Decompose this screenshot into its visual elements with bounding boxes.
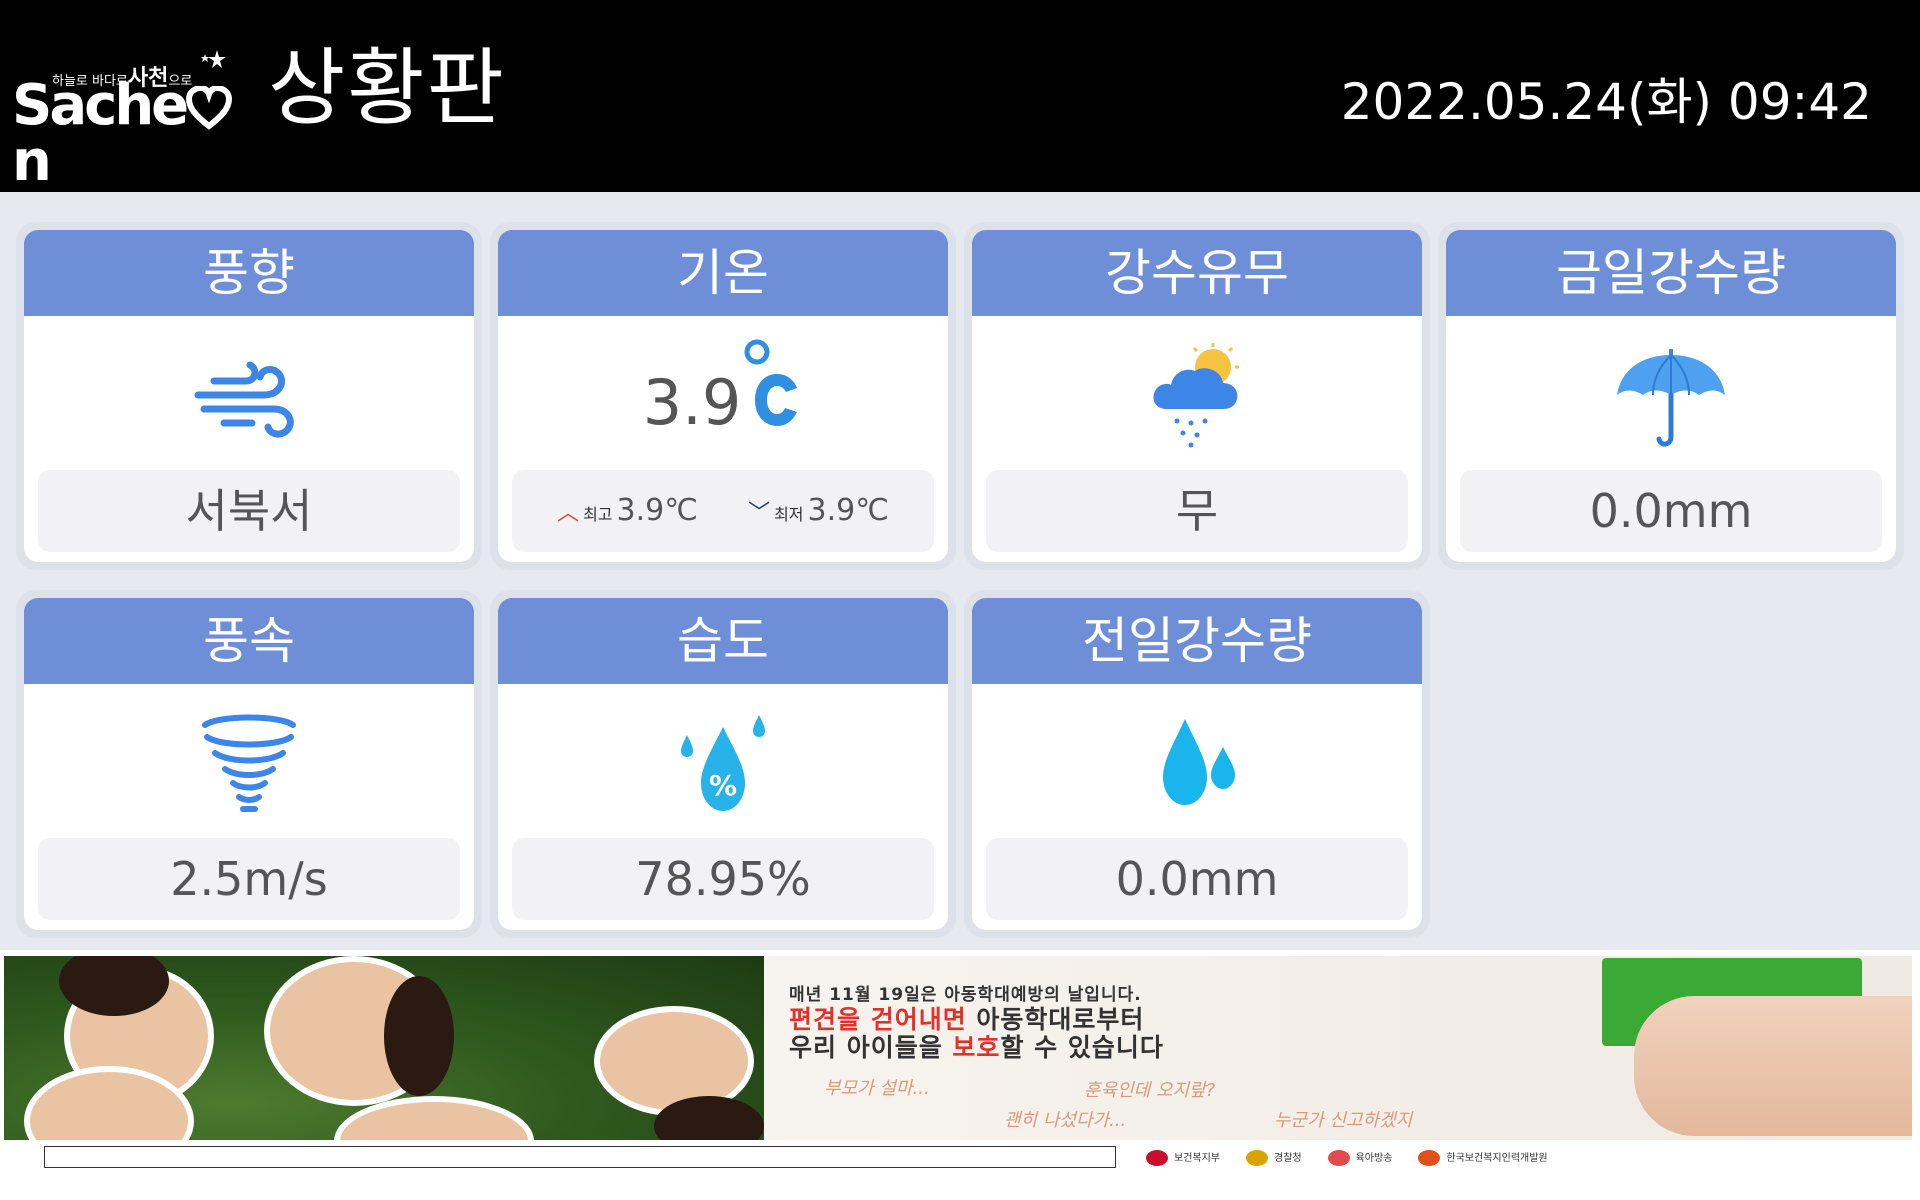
scribble-text: 괜히 나섰다가...: [1004, 1110, 1127, 1131]
campaign-banner[interactable]: 매년 11월 19일은 아동학대예방의 날입니다. 편견을 걷어내면 아동학대로…: [0, 950, 1920, 1200]
sponsor-logo: 보건복지부: [1146, 1149, 1220, 1166]
card-title: 강수유무: [972, 230, 1422, 316]
rain-cloud-sun-icon: [1153, 343, 1239, 448]
banner-footnote: [44, 1146, 1116, 1168]
stars-icon: [201, 50, 226, 68]
card-title: 풍속: [24, 598, 474, 684]
sacheon-logo[interactable]: 하늘로 바다로사천으로 Sache n: [12, 48, 242, 190]
card-humidity: 습도 % 78.95%: [490, 590, 956, 938]
celsius-icon: [744, 339, 798, 426]
precipitation-value: 무: [986, 470, 1408, 552]
sponsor-logos: 보건복지부 경찰청 육아방송 한국보건복지인력개발원: [1146, 1149, 1548, 1166]
card-today-rainfall: 금일강수량 0.0mm: [1438, 222, 1904, 570]
card-title: 습도: [498, 598, 948, 684]
yesterday-rainfall-value: 0.0mm: [986, 838, 1408, 920]
chevron-down-icon: ﹀: [748, 501, 771, 526]
header-bar: 하늘로 바다로사천으로 Sache n 상황판 2022.05.24(화) 09…: [0, 0, 1920, 192]
tornado-icon: [202, 714, 296, 812]
banner-image: 매년 11월 19일은 아동학대예방의 날입니다. 편견을 걷어내면 아동학대로…: [4, 956, 1912, 1140]
card-yesterday-rainfall: 전일강수량 0.0mm: [964, 590, 1430, 938]
scribble-text: 부모가 설마...: [824, 1078, 930, 1099]
sponsor-logo: 육아방송: [1327, 1149, 1392, 1166]
umbrella-icon: [1617, 349, 1725, 447]
children-photo: [4, 956, 764, 1140]
logo-wordmark: Sache n: [12, 78, 242, 190]
logo-tagline: 하늘로 바다로사천으로: [52, 66, 193, 91]
sponsor-logo: 한국보건복지인력개발원: [1418, 1149, 1548, 1166]
wind-speed-value: 2.5m/s: [38, 838, 460, 920]
svg-text:%: %: [709, 769, 737, 802]
card-wind-direction: 풍향 서북서: [16, 222, 482, 570]
wind-direction-value: 서북서: [38, 470, 460, 552]
hand-image: [1634, 996, 1912, 1136]
card-title: 기온: [498, 230, 948, 316]
temperature-minmax: ︿ 최고 3.9℃ ﹀ 최저 3.9℃: [512, 470, 934, 552]
banner-slogan-2: 우리 아이들을 보호할 수 있습니다: [789, 1033, 1164, 1062]
temperature-value: 3.9: [642, 366, 742, 439]
card-title: 풍향: [24, 230, 474, 316]
card-wind-speed: 풍속 2.5m/s: [16, 590, 482, 938]
scribble-text: 누군가 신고하겠지: [1274, 1110, 1413, 1131]
wind-icon: [194, 361, 294, 438]
humidity-value: 78.95%: [512, 838, 934, 920]
card-precipitation: 강수유무 무: [964, 222, 1430, 570]
chevron-up-icon: ︿: [557, 501, 580, 526]
page-title: 상황판: [268, 39, 506, 137]
banner-headline: 매년 11월 19일은 아동학대예방의 날입니다.: [789, 985, 1142, 1005]
min-temp: ﹀ 최저 3.9℃: [748, 493, 889, 528]
card-temperature: 기온 3.9 ︿ 최고 3.9℃ ﹀ 최저 3.9℃: [490, 222, 956, 570]
current-datetime: 2022.05.24(화) 09:42: [1340, 73, 1872, 131]
sponsor-logo: 경찰청: [1246, 1149, 1302, 1166]
card-title: 금일강수량: [1446, 230, 1896, 316]
max-temp: ︿ 최고 3.9℃: [557, 493, 698, 528]
scribble-text: 훈육인데 오지랖?: [1084, 1080, 1216, 1101]
today-rainfall-value: 0.0mm: [1460, 470, 1882, 552]
water-drops-icon: [1163, 719, 1235, 805]
heart-o-icon: [186, 86, 233, 130]
banner-slogan-1: 편견을 걷어내면 아동학대로부터: [789, 1005, 1145, 1034]
humidity-drop-icon: %: [681, 715, 765, 811]
card-title: 전일강수량: [972, 598, 1422, 684]
banner-footer: 보건복지부 경찰청 육아방송 한국보건복지인력개발원: [4, 1142, 1912, 1172]
